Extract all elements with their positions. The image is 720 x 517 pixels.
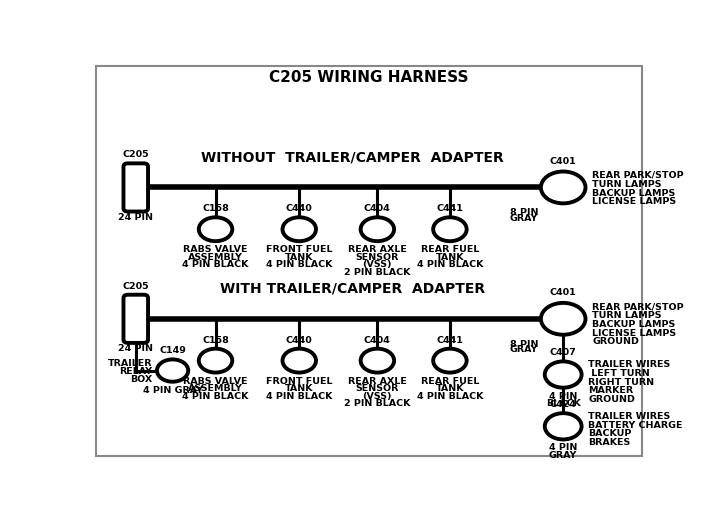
Text: C404: C404 [364, 204, 391, 214]
Text: 4 PIN BLACK: 4 PIN BLACK [266, 260, 333, 269]
Text: BACKUP: BACKUP [588, 429, 631, 438]
Text: TANK: TANK [436, 384, 464, 393]
Text: C149: C149 [159, 346, 186, 355]
Text: TRAILER WIRES: TRAILER WIRES [588, 360, 670, 369]
Text: 24 PIN: 24 PIN [118, 344, 153, 354]
Text: C205: C205 [122, 282, 149, 291]
Text: REAR PARK/STOP: REAR PARK/STOP [593, 171, 684, 180]
Text: RABS VALVE: RABS VALVE [184, 245, 248, 254]
Text: BATTERY CHARGE: BATTERY CHARGE [588, 421, 683, 430]
Text: C158: C158 [202, 204, 229, 214]
Text: C205: C205 [122, 150, 149, 159]
Text: 4 PIN BLACK: 4 PIN BLACK [266, 392, 333, 401]
Text: GRAY: GRAY [510, 345, 538, 355]
Text: 4 PIN BLACK: 4 PIN BLACK [417, 260, 483, 269]
Text: 8 PIN: 8 PIN [510, 340, 538, 348]
Text: TURN LAMPS: TURN LAMPS [593, 311, 662, 320]
Text: C424: C424 [550, 400, 577, 409]
Text: C158: C158 [202, 336, 229, 345]
Text: BOX: BOX [130, 375, 153, 384]
Text: GRAY: GRAY [549, 451, 577, 460]
Text: C441: C441 [436, 204, 464, 214]
Circle shape [541, 172, 585, 203]
Text: GRAY: GRAY [510, 214, 538, 223]
Circle shape [541, 303, 585, 334]
Text: BRAKES: BRAKES [588, 438, 631, 447]
Text: LICENSE LAMPS: LICENSE LAMPS [593, 329, 676, 338]
Text: GROUND: GROUND [593, 338, 639, 346]
Circle shape [545, 361, 582, 388]
Text: FRONT FUEL: FRONT FUEL [266, 245, 333, 254]
FancyBboxPatch shape [124, 163, 148, 211]
Text: TANK: TANK [436, 253, 464, 262]
Circle shape [545, 413, 582, 439]
Text: 8 PIN: 8 PIN [510, 208, 538, 217]
Circle shape [361, 348, 394, 373]
Text: SENSOR: SENSOR [356, 384, 399, 393]
Text: MARKER: MARKER [588, 386, 634, 396]
Text: TURN LAMPS: TURN LAMPS [593, 180, 662, 189]
Text: TANK: TANK [285, 253, 313, 262]
Text: TRAILER: TRAILER [108, 359, 153, 368]
Circle shape [282, 217, 316, 241]
Text: 4 PIN BLACK: 4 PIN BLACK [182, 392, 248, 401]
Text: 24 PIN: 24 PIN [118, 213, 153, 222]
Text: LEFT TURN: LEFT TURN [588, 369, 650, 378]
Text: BACKUP LAMPS: BACKUP LAMPS [593, 189, 675, 197]
Text: REAR AXLE: REAR AXLE [348, 376, 407, 386]
Text: WITH TRAILER/CAMPER  ADAPTER: WITH TRAILER/CAMPER ADAPTER [220, 282, 485, 296]
Text: TRAILER WIRES: TRAILER WIRES [588, 412, 670, 421]
Text: RELAY: RELAY [120, 367, 153, 376]
Text: 2 PIN BLACK: 2 PIN BLACK [344, 399, 410, 408]
Text: BACKUP LAMPS: BACKUP LAMPS [593, 320, 675, 329]
Text: 4 PIN: 4 PIN [549, 444, 577, 452]
Text: C401: C401 [550, 288, 577, 297]
Text: (VSS): (VSS) [363, 260, 392, 269]
Text: C440: C440 [286, 204, 312, 214]
Text: SENSOR: SENSOR [356, 253, 399, 262]
Text: FRONT FUEL: FRONT FUEL [266, 376, 333, 386]
Circle shape [199, 348, 233, 373]
Text: (VSS): (VSS) [363, 392, 392, 401]
Text: RIGHT TURN: RIGHT TURN [588, 377, 654, 387]
Text: C401: C401 [550, 157, 577, 165]
Text: 4 PIN: 4 PIN [549, 392, 577, 401]
Text: C407: C407 [550, 348, 577, 357]
Text: C440: C440 [286, 336, 312, 345]
Text: 4 PIN GRAY: 4 PIN GRAY [143, 386, 202, 394]
Circle shape [199, 217, 233, 241]
Circle shape [433, 217, 467, 241]
Text: ASSEMBLY: ASSEMBLY [188, 253, 243, 262]
Circle shape [361, 217, 394, 241]
Text: 4 PIN BLACK: 4 PIN BLACK [417, 392, 483, 401]
Text: GROUND: GROUND [588, 395, 635, 404]
Text: C441: C441 [436, 336, 464, 345]
Text: C205 WIRING HARNESS: C205 WIRING HARNESS [269, 70, 469, 85]
Text: LICENSE LAMPS: LICENSE LAMPS [593, 197, 676, 206]
Text: REAR PARK/STOP: REAR PARK/STOP [593, 302, 684, 311]
FancyBboxPatch shape [124, 295, 148, 343]
Text: C404: C404 [364, 336, 391, 345]
Circle shape [433, 348, 467, 373]
Circle shape [282, 348, 316, 373]
Text: REAR FUEL: REAR FUEL [420, 376, 479, 386]
Text: TANK: TANK [285, 384, 313, 393]
Text: 2 PIN BLACK: 2 PIN BLACK [344, 268, 410, 277]
Text: REAR AXLE: REAR AXLE [348, 245, 407, 254]
Circle shape [157, 359, 188, 382]
Text: WITHOUT  TRAILER/CAMPER  ADAPTER: WITHOUT TRAILER/CAMPER ADAPTER [201, 150, 503, 164]
Text: 4 PIN BLACK: 4 PIN BLACK [182, 260, 248, 269]
Text: RABS VALVE: RABS VALVE [184, 376, 248, 386]
Text: BLACK: BLACK [546, 399, 580, 408]
Text: ASSEMBLY: ASSEMBLY [188, 384, 243, 393]
Text: REAR FUEL: REAR FUEL [420, 245, 479, 254]
